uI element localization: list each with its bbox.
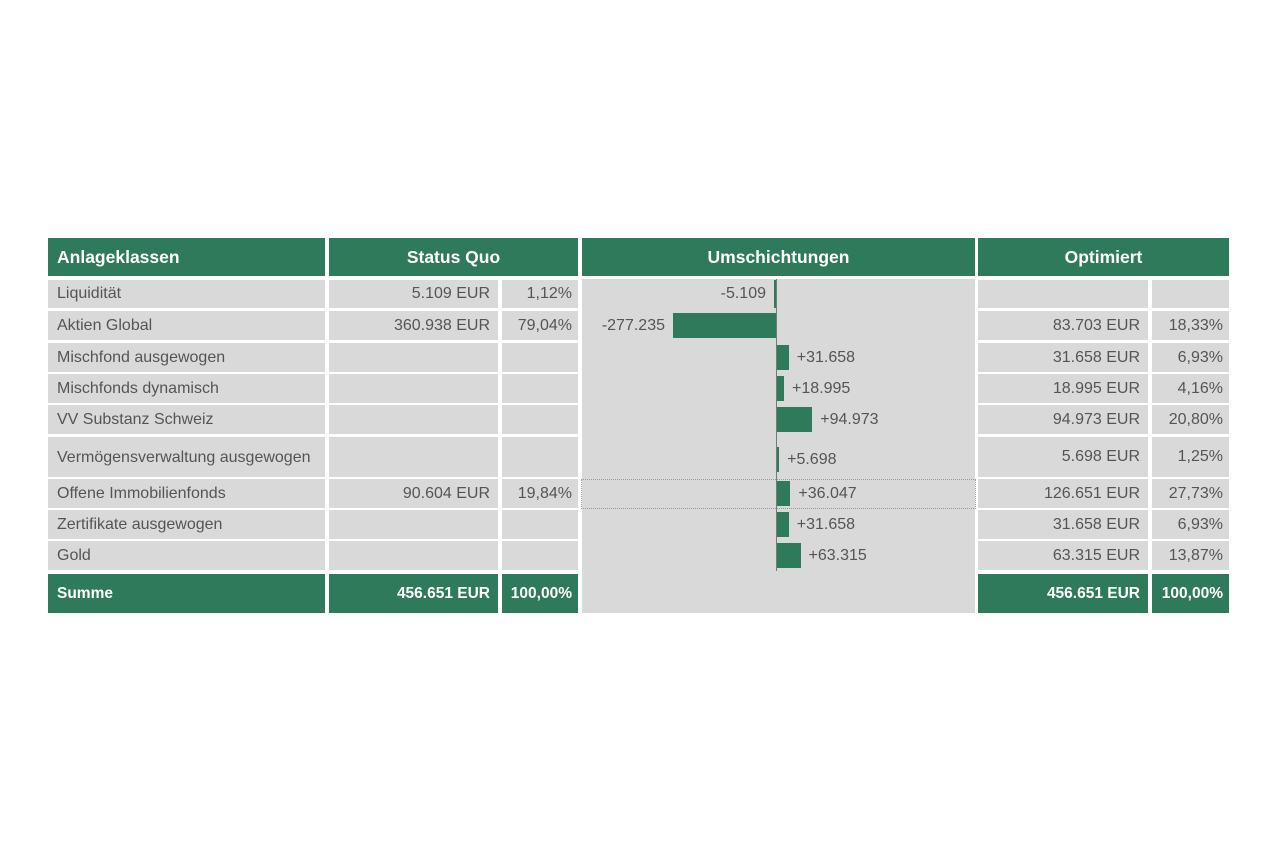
reallocation-bar-label: +31.658 <box>796 516 856 533</box>
reallocation-bar <box>777 481 791 506</box>
reallocation-bar <box>777 345 789 370</box>
row-label: Offene Immobilienfonds <box>48 479 325 508</box>
optimized-value: 18.995 EUR <box>978 374 1148 403</box>
reallocation-bar-label: -5.109 <box>720 285 766 302</box>
optimized-value: 5.698 EUR <box>978 437 1148 477</box>
total-optimized-value: 456.651 EUR <box>978 574 1148 613</box>
total-label: Summe <box>48 574 325 613</box>
row-label: Vermögensverwaltung ausgewogen <box>48 437 325 477</box>
status-quo-value: 5.109 EUR <box>329 280 498 308</box>
optimized-value: 94.973 EUR <box>978 405 1148 434</box>
status-quo-percent <box>502 437 578 477</box>
reallocation-bar <box>777 512 789 537</box>
reallocation-bar-label: +94.973 <box>820 411 879 428</box>
row-label: Gold <box>48 541 325 570</box>
optimized-value: 83.703 EUR <box>978 311 1148 340</box>
status-quo-percent <box>502 510 578 539</box>
reallocation-bar <box>777 376 785 401</box>
optimized-value: 63.315 EUR <box>978 541 1148 570</box>
optimized-percent <box>1152 280 1229 308</box>
header-reallocations: Umschichtungen <box>582 238 975 276</box>
reallocation-bar <box>673 313 776 338</box>
optimized-percent: 13,87% <box>1152 541 1229 570</box>
header-asset-classes: Anlageklassen <box>48 238 325 276</box>
row-label: Mischfonds dynamisch <box>48 374 325 403</box>
status-quo-value <box>329 541 498 570</box>
reallocation-bar-label: +18.995 <box>792 380 851 397</box>
status-quo-value <box>329 405 498 434</box>
reallocation-bar-label: +36.047 <box>798 485 857 502</box>
optimized-percent: 6,93% <box>1152 510 1229 539</box>
row-label: Liquidität <box>48 280 325 308</box>
optimized-percent: 4,16% <box>1152 374 1229 403</box>
status-quo-value <box>329 437 498 477</box>
status-quo-percent: 1,12% <box>502 280 578 308</box>
reallocation-bar-label: +31.658 <box>796 349 856 366</box>
optimized-percent: 1,25% <box>1152 437 1229 477</box>
reallocation-bar-label: +63.315 <box>808 547 867 564</box>
optimized-value: 31.658 EUR <box>978 510 1148 539</box>
reallocation-bar <box>777 543 801 568</box>
status-quo-value: 90.604 EUR <box>329 479 498 508</box>
status-quo-value: 360.938 EUR <box>329 311 498 340</box>
optimized-percent: 6,93% <box>1152 343 1229 372</box>
row-label: Mischfond ausgewogen <box>48 343 325 372</box>
optimized-percent: 20,80% <box>1152 405 1229 434</box>
row-label: Zertifikate ausgewogen <box>48 510 325 539</box>
status-quo-percent <box>502 405 578 434</box>
status-quo-value <box>329 343 498 372</box>
status-quo-value <box>329 374 498 403</box>
reallocation-bar <box>777 447 780 472</box>
reallocation-bar-label: -277.235 <box>601 317 665 334</box>
zero-axis-line <box>776 279 777 571</box>
reallocation-bar <box>777 407 813 432</box>
total-status-quo-value: 456.651 EUR <box>329 574 498 613</box>
status-quo-percent: 19,84% <box>502 479 578 508</box>
row-label: Aktien Global <box>48 311 325 340</box>
row-label: VV Substanz Schweiz <box>48 405 325 434</box>
optimized-percent: 18,33% <box>1152 311 1229 340</box>
header-status-quo: Status Quo <box>329 238 578 276</box>
total-optimized-percent: 100,00% <box>1152 574 1229 613</box>
optimized-percent: 27,73% <box>1152 479 1229 508</box>
row-highlight-outline <box>581 479 976 509</box>
status-quo-percent <box>502 343 578 372</box>
reallocation-bar <box>774 280 776 308</box>
optimized-value: 126.651 EUR <box>978 479 1148 508</box>
reallocation-bar-label: +5.698 <box>787 451 837 468</box>
status-quo-percent: 79,04% <box>502 311 578 340</box>
status-quo-percent <box>502 374 578 403</box>
optimized-value <box>978 280 1148 308</box>
status-quo-percent <box>502 541 578 570</box>
optimized-value: 31.658 EUR <box>978 343 1148 372</box>
total-status-quo-percent: 100,00% <box>502 574 578 613</box>
header-optimized: Optimiert <box>978 238 1229 276</box>
status-quo-value <box>329 510 498 539</box>
